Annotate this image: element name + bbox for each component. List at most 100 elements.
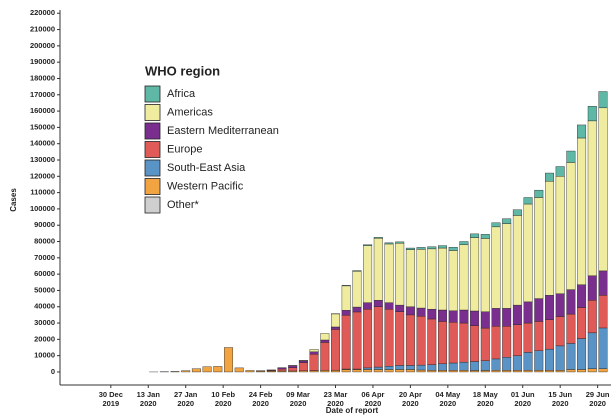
y-tick-label: 100000 — [30, 204, 55, 213]
bar-segment — [298, 360, 308, 362]
x-tick-label: 01 Jun — [511, 390, 535, 399]
bar-segment — [598, 368, 608, 373]
bar-segment — [416, 364, 426, 371]
bar-segment — [448, 310, 458, 323]
bar-segment — [363, 308, 373, 369]
bar-segment — [331, 313, 340, 328]
bar-segment — [566, 150, 576, 163]
bar-segment — [545, 180, 554, 296]
bar-segment — [331, 326, 340, 330]
bar-segment — [416, 307, 426, 317]
bar-segment — [502, 326, 512, 358]
bar-segment — [438, 245, 447, 249]
bar-segment — [523, 322, 533, 353]
bar-segment — [448, 370, 458, 373]
x-axis-label: Date of report — [326, 406, 379, 415]
bar-segment — [502, 223, 512, 309]
bar-segment — [587, 332, 597, 369]
legend-swatch — [144, 122, 161, 140]
bar-segment — [405, 314, 415, 366]
bar-segment — [288, 367, 298, 372]
x-tick-label: 24 Feb — [249, 390, 273, 399]
bar-segment — [566, 162, 576, 290]
bar-segment — [470, 370, 480, 373]
bar-segment — [234, 367, 244, 373]
bar-segment — [309, 349, 319, 353]
bar-segment — [373, 369, 383, 373]
bar-segment — [384, 242, 394, 245]
bar-segment — [373, 366, 383, 370]
bar-segment — [502, 357, 512, 371]
x-tick-label: 30 Dec — [99, 390, 123, 399]
legend-label: Other* — [167, 199, 200, 211]
x-tick-label: 20 Apr — [399, 390, 422, 399]
legend-swatch — [144, 159, 161, 177]
bar-segment — [395, 241, 405, 244]
bar-segment — [395, 369, 405, 373]
y-tick-label: 60000 — [34, 269, 55, 278]
y-tick-label: 150000 — [30, 122, 55, 131]
bar-segment — [384, 366, 394, 370]
bar-segment — [320, 339, 330, 343]
y-tick-label: 160000 — [30, 106, 55, 115]
bar-segment — [438, 363, 447, 371]
bar-segment — [523, 197, 533, 205]
bar-segment — [598, 270, 608, 296]
legend-label: South-East Asia — [167, 162, 246, 174]
x-tick-label: 10 Feb — [211, 390, 235, 399]
x-tick-label: 2020 — [327, 399, 344, 408]
bar-segment — [566, 369, 576, 373]
bar-segment — [341, 369, 351, 373]
bar-segment — [545, 295, 554, 320]
bar-segment — [395, 304, 405, 312]
bar-segment — [416, 315, 426, 366]
y-tick-label: 70000 — [34, 253, 55, 262]
x-tick-label: 18 May — [473, 390, 499, 399]
bar-segment — [587, 275, 597, 301]
bar-segment — [459, 244, 469, 311]
x-tick-label: 2020 — [439, 399, 456, 408]
bar-segment — [352, 311, 362, 370]
bar-segment — [373, 300, 383, 307]
bar-segment — [587, 120, 597, 276]
bar-segment — [202, 366, 212, 373]
bar-segment — [512, 215, 522, 306]
bar-segment — [384, 243, 394, 303]
bar-segment — [384, 308, 394, 367]
bar-segment — [341, 285, 351, 311]
legend-label: Eastern Mediterranean — [167, 125, 279, 137]
bar-segment — [470, 233, 480, 238]
bar-segment — [224, 347, 233, 373]
bar-segment — [405, 369, 415, 373]
bar-segment — [448, 322, 458, 364]
bar-segment — [545, 319, 554, 350]
bar-segment — [491, 370, 501, 373]
x-tick-label: 2020 — [140, 399, 157, 408]
bar-segment — [309, 351, 319, 355]
bar-segment — [566, 343, 576, 370]
bar-segment — [405, 249, 415, 307]
bar-segment — [363, 367, 373, 370]
x-tick-label: 2020 — [252, 399, 269, 408]
x-tick-label: 06 Apr — [361, 390, 384, 399]
bar-segment — [577, 369, 587, 373]
legend-label: Europe — [167, 143, 202, 155]
bar-segment — [298, 362, 308, 372]
y-tick-label: 200000 — [30, 41, 55, 50]
bar-segment — [480, 327, 490, 361]
x-tick-label: 23 Mar — [324, 390, 348, 399]
bar-segment — [309, 354, 319, 371]
y-tick-label: 170000 — [30, 90, 55, 99]
y-tick-label: 0 — [51, 367, 55, 376]
legend-swatch — [144, 85, 161, 103]
x-tick-label: 2020 — [215, 399, 232, 408]
bar-segment — [534, 298, 544, 322]
bar-segment — [577, 307, 587, 339]
bar-segment — [459, 322, 469, 363]
legend-swatch — [144, 104, 161, 121]
x-tick-label: 2020 — [365, 399, 382, 408]
bar-segment — [416, 249, 426, 309]
bar-segment — [373, 238, 383, 301]
bar-segment — [491, 326, 501, 360]
